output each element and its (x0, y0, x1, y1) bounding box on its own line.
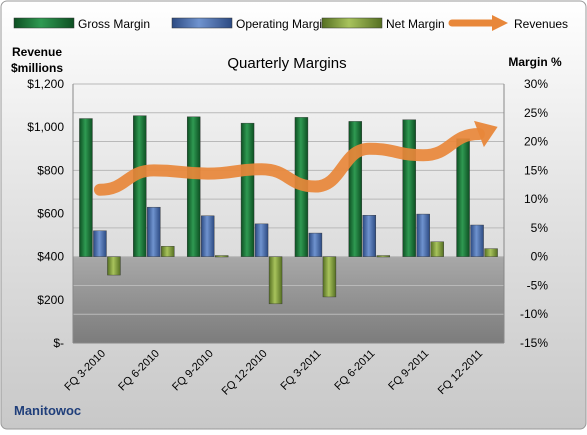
legend-swatch-gross-margin (14, 18, 74, 28)
right-tick-label: 25% (524, 106, 548, 120)
bar-gross-margin (187, 117, 200, 257)
right-tick-label: -10% (520, 307, 548, 321)
left-tick-label: $1,000 (27, 120, 64, 134)
bar-gross-margin (79, 119, 92, 257)
left-tick-label: $600 (37, 207, 64, 221)
bar-operating-margin (309, 233, 322, 257)
left-tick-label: $- (53, 336, 64, 350)
right-tick-label: 0% (531, 250, 549, 264)
bar-net-margin (161, 246, 174, 256)
bar-net-margin (107, 257, 120, 275)
chart-title: Quarterly Margins (227, 55, 346, 72)
left-tick-label: $200 (37, 293, 64, 307)
bar-operating-margin (93, 231, 106, 257)
left-tick-label: $400 (37, 250, 64, 264)
right-tick-label: 15% (524, 163, 548, 177)
legend-label-gross-margin: Gross Margin (78, 17, 150, 31)
company-name: Manitowoc (14, 403, 81, 418)
legend-label-operating-margin: Operating Margin (236, 17, 329, 31)
legend-swatch-net-margin (322, 18, 382, 28)
bar-net-margin (431, 242, 444, 257)
bar-operating-margin (255, 224, 268, 257)
left-axis-label-line1: Revenue (12, 45, 62, 59)
bar-operating-margin (147, 207, 160, 256)
bar-net-margin (485, 249, 498, 257)
right-tick-label: 20% (524, 135, 548, 149)
right-tick-label: 30% (524, 77, 548, 91)
bar-net-margin (269, 257, 282, 304)
bar-gross-margin (457, 139, 470, 257)
bar-gross-margin (349, 121, 362, 256)
bar-net-margin (215, 256, 228, 258)
bar-operating-margin (363, 215, 376, 256)
legend-label-net-margin: Net Margin (386, 17, 445, 31)
bar-operating-margin (417, 214, 430, 257)
negative-region-shading (73, 257, 504, 343)
left-axis-label-line2: $millions (11, 61, 63, 75)
right-axis-label: Margin % (508, 55, 562, 69)
left-tick-label: $1,200 (27, 77, 64, 91)
bar-gross-margin (403, 120, 416, 257)
legend-label-revenues: Revenues (514, 17, 568, 31)
bar-gross-margin (241, 123, 254, 257)
bar-net-margin (377, 256, 390, 258)
bar-gross-margin (133, 116, 146, 257)
bar-operating-margin (201, 216, 214, 257)
legend-swatch-operating-margin (172, 18, 232, 28)
right-tick-label: 10% (524, 192, 548, 206)
bar-operating-margin (471, 225, 484, 257)
right-tick-label: 5% (531, 221, 549, 235)
left-tick-label: $800 (37, 163, 64, 177)
right-tick-label: -5% (527, 278, 549, 292)
right-tick-label: -15% (520, 336, 548, 350)
bar-net-margin (323, 257, 336, 297)
